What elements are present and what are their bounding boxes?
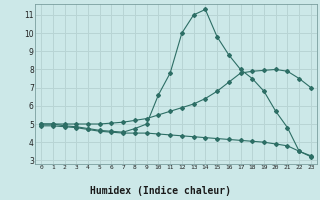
Text: Humidex (Indice chaleur): Humidex (Indice chaleur) (90, 186, 230, 196)
